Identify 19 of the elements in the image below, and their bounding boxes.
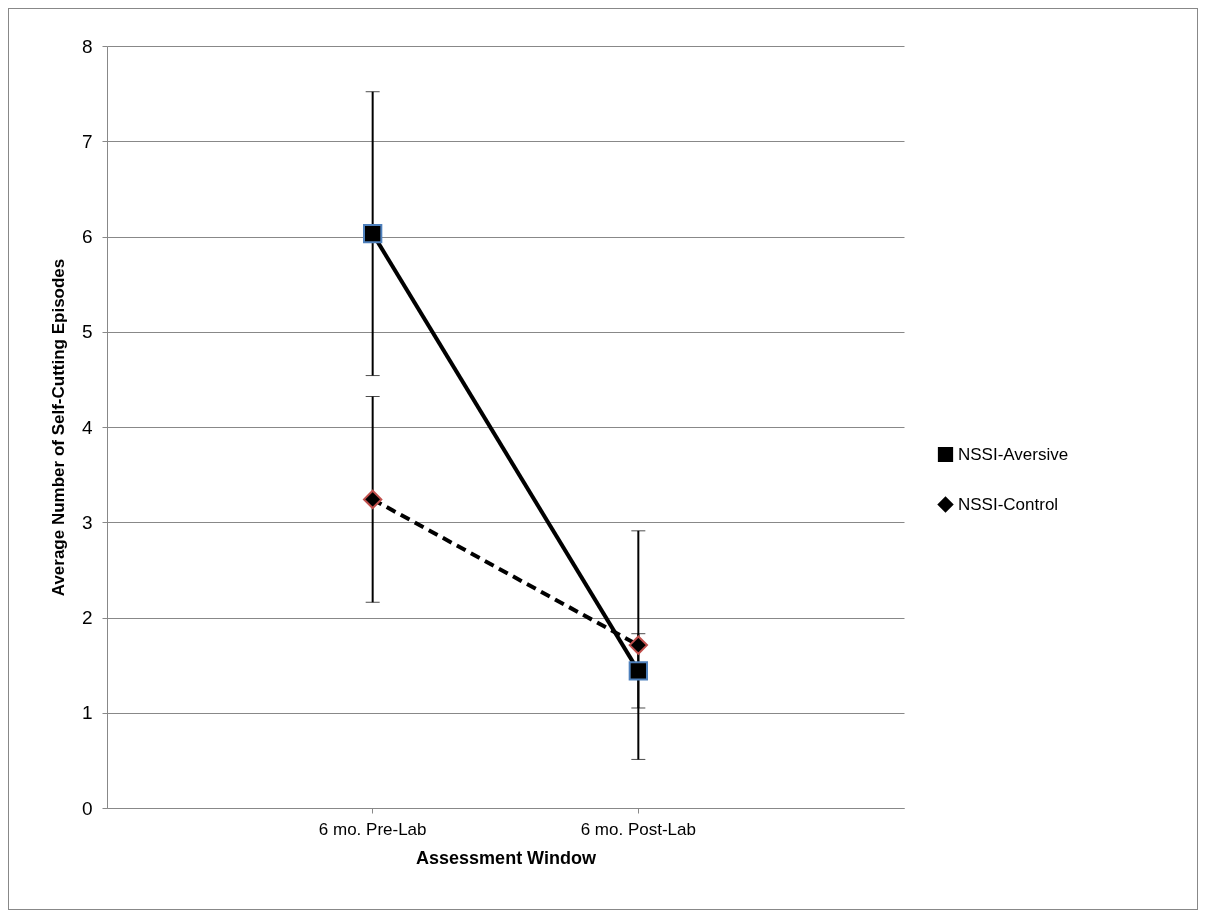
y-axis-title: Average Number of Self-Cutting Episodes: [48, 258, 68, 597]
y-tick-label: 4: [81, 416, 93, 438]
x-tick-label: 6 mo. Pre-Lab: [318, 819, 427, 839]
x-axis-title: Assessment Window: [416, 847, 597, 868]
y-tick-label: 0: [81, 797, 93, 819]
point: [363, 489, 383, 510]
y-tick-label: 5: [81, 321, 93, 343]
point: [628, 635, 648, 655]
point: [363, 223, 383, 244]
y-tick-label: 2: [81, 607, 93, 628]
y-tick-label: 6: [81, 226, 93, 247]
y-tick-label: 8: [81, 35, 93, 57]
legend-label: NSSI-Control: [958, 494, 1059, 514]
point: [628, 661, 648, 681]
y-tick-label: 1: [81, 702, 93, 724]
legend-label: NSSI-Aversive: [958, 444, 1069, 464]
x-tick-label: 6 mo. Post-Lab: [580, 819, 696, 839]
y-tick-label: 3: [81, 511, 93, 533]
y-tick-label: 7: [81, 130, 93, 152]
